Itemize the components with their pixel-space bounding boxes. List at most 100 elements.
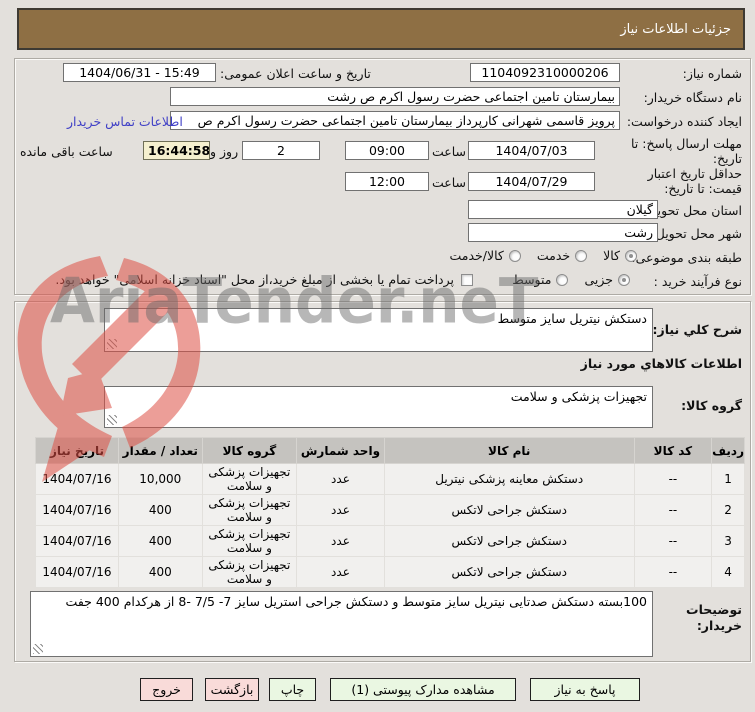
radio-icon[interactable] xyxy=(556,273,569,286)
table-row: 1 -- دستکش معاینه پزشکی نیتریل عدد تجهیزات پ… xyxy=(35,463,745,495)
view-attached-docs-button[interactable]: مشاهده مدارک پیوستی (1) xyxy=(330,678,516,701)
radio-option-medium[interactable]: متوسط xyxy=(512,272,569,287)
table-cell: 1404/07/16 xyxy=(35,494,119,526)
request-creator-label: ایجاد کننده درخواست: xyxy=(626,114,742,129)
resize-grip-icon[interactable] xyxy=(33,644,43,654)
table-cell: 1404/07/16 xyxy=(35,525,119,557)
table-cell: دستکش جراحی لاتکس xyxy=(383,494,635,526)
reply-deadline-label-1: مهلت ارسال پاسخ: تا xyxy=(631,136,742,151)
goods-section-header: اطلاعات کالاهاي مورد نیاز xyxy=(580,356,742,371)
radio-option-goods[interactable]: کالا xyxy=(603,248,637,263)
goods-table-header-row: ردیف کد کالا نام کالا واحد شمارش گروه کالا تع… xyxy=(35,437,745,464)
table-cell: -- xyxy=(633,525,713,557)
need-info-groupbox xyxy=(14,58,751,295)
buyer-notes-textarea[interactable]: 100بسته دستکش صدتایی نیتریل سایز متوسط و… xyxy=(30,591,653,657)
announce-datetime-label: تاریخ و ساعت اعلان عمومی: xyxy=(220,66,371,81)
table-cell: 4 xyxy=(711,556,745,588)
goods-group-textarea[interactable]: تجهیزات پزشکی و سلامت xyxy=(104,386,653,428)
city-field[interactable]: رشت xyxy=(468,223,658,242)
table-cell: 400 xyxy=(117,494,203,526)
page-title: جزئیات اطلاعات نیاز xyxy=(620,21,731,37)
need-description-label: شرح کلي نیاز: xyxy=(652,322,742,337)
table-cell: 1404/07/16 xyxy=(35,463,119,495)
goods-table: ردیف کد کالا نام کالا واحد شمارش گروه کالا تع… xyxy=(35,437,745,588)
goods-group-label: گروه کالا: xyxy=(681,398,742,413)
city-label: شهر محل تحویل: xyxy=(651,226,742,241)
request-creator-field[interactable]: پرویز قاسمی شهرانی کارپرداز بیمارستان تا… xyxy=(170,111,620,130)
goods-info-groupbox xyxy=(14,301,751,662)
buyer-org-field[interactable]: بیمارستان تامین اجتماعی حضرت رسول اکرم ص… xyxy=(170,87,620,106)
table-cell: تجهیزات پزشکی و سلامت xyxy=(201,494,298,526)
resize-grip-icon[interactable] xyxy=(107,415,117,425)
price-validity-label-2: قیمت: تا تاریخ: xyxy=(664,181,742,196)
goods-table-body: 1 -- دستکش معاینه پزشکی نیتریل عدد تجهیزات پ… xyxy=(35,463,745,588)
table-cell: دستکش جراحی لاتکس xyxy=(383,556,635,588)
classification-label: طبقه بندی موضوعی: xyxy=(631,250,742,265)
province-label: استان محل تحویل: xyxy=(643,203,742,218)
price-validity-time-field[interactable]: 12:00 xyxy=(345,172,429,191)
radio-option-service[interactable]: خدمت xyxy=(537,248,588,263)
radio-option-goods-service[interactable]: کالا/خدمت xyxy=(449,248,521,263)
treasury-checkbox-label: پرداخت تمام یا بخشی از مبلغ خرید،از محل … xyxy=(55,272,454,287)
radio-icon[interactable] xyxy=(625,249,637,262)
table-cell: 3 xyxy=(711,525,745,557)
table-header-cell: واحد شمارش xyxy=(296,437,385,464)
back-button[interactable]: بازگشت xyxy=(205,678,259,701)
table-cell: 1 xyxy=(711,463,745,495)
print-button[interactable]: چاپ xyxy=(269,678,316,701)
need-description-textarea[interactable]: دستکش نیتریل سایز متوسط xyxy=(104,308,653,352)
table-cell: 400 xyxy=(117,556,203,588)
buyer-contact-link[interactable]: اطلاعات تماس خریدار xyxy=(67,114,183,129)
classification-radio-group: کالا خدمت کالا/خدمت xyxy=(449,248,637,263)
table-header-cell: تعداد / مقدار xyxy=(117,437,203,464)
table-cell: -- xyxy=(633,556,713,588)
radio-icon[interactable] xyxy=(508,249,521,262)
resize-grip-icon[interactable] xyxy=(107,339,117,349)
table-cell: 400 xyxy=(117,525,203,557)
need-number-field[interactable]: 1104092310000206 xyxy=(470,63,620,82)
need-number-label: شماره نیاز: xyxy=(682,66,742,81)
table-cell: -- xyxy=(633,463,713,495)
table-row: 2 -- دستکش جراحی لاتکس عدد تجهیزات پزشکی و س… xyxy=(35,494,745,526)
table-cell: دستکش معاینه پزشکی نیتریل xyxy=(383,463,635,495)
remaining-days-field[interactable]: 2 xyxy=(242,141,320,160)
table-header-cell: نام کالا xyxy=(383,437,635,464)
treasury-checkbox-group: پرداخت تمام یا بخشی از مبلغ خرید،از محل … xyxy=(55,272,473,287)
window-title-bar: جزئیات اطلاعات نیاز xyxy=(17,8,745,50)
table-cell: تجهیزات پزشکی و سلامت xyxy=(201,556,298,588)
price-validity-label-1: حداقل تاریخ اعتبار xyxy=(647,166,742,181)
radio-option-minor[interactable]: جزیی xyxy=(584,272,630,287)
radio-icon[interactable] xyxy=(618,273,630,286)
buyer-notes-label-1: توضیحات xyxy=(686,602,742,617)
table-row: 3 -- دستکش جراحی لاتکس عدد تجهیزات پزشکی و س… xyxy=(35,525,745,557)
table-cell: تجهیزات پزشکی و سلامت xyxy=(201,463,298,495)
reply-deadline-time-field[interactable]: 09:00 xyxy=(345,141,429,160)
table-cell: 10,000 xyxy=(117,463,203,495)
reply-to-need-button[interactable]: پاسخ به نیاز xyxy=(530,678,640,701)
table-row: 4 -- دستکش جراحی لاتکس عدد تجهیزات پزشکی و س… xyxy=(35,556,745,588)
table-cell: تجهیزات پزشکی و سلامت xyxy=(201,525,298,557)
buyer-notes-label-2: خریدار: xyxy=(696,618,742,633)
table-cell: 1404/07/16 xyxy=(35,556,119,588)
table-header-cell: تاریخ نیاز xyxy=(35,437,119,464)
table-cell: عدد xyxy=(296,463,385,495)
table-header-cell: گروه کالا xyxy=(201,437,298,464)
treasury-checkbox[interactable] xyxy=(461,273,473,286)
table-cell: 2 xyxy=(711,494,745,526)
table-cell: عدد xyxy=(296,525,385,557)
table-cell: -- xyxy=(633,494,713,526)
price-validity-date-field[interactable]: 1404/07/29 xyxy=(468,172,595,191)
buyer-org-label: نام دستگاه خریدار: xyxy=(643,90,742,105)
table-header-cell: ردیف xyxy=(711,437,745,464)
province-field[interactable]: گیلان xyxy=(468,200,658,219)
table-cell: عدد xyxy=(296,494,385,526)
announce-datetime-field[interactable]: 1404/06/31 - 15:49 xyxy=(63,63,216,82)
radio-icon[interactable] xyxy=(575,249,588,262)
exit-button[interactable]: خروج xyxy=(140,678,193,701)
hours-remaining-label: ساعت باقی مانده xyxy=(20,144,113,159)
days-and-label: روز و xyxy=(210,144,239,159)
reply-deadline-date-field[interactable]: 1404/07/03 xyxy=(468,141,595,160)
process-type-label: نوع فرآیند خرید : xyxy=(653,274,742,289)
process-type-radio-group: جزیی متوسط xyxy=(512,272,630,287)
